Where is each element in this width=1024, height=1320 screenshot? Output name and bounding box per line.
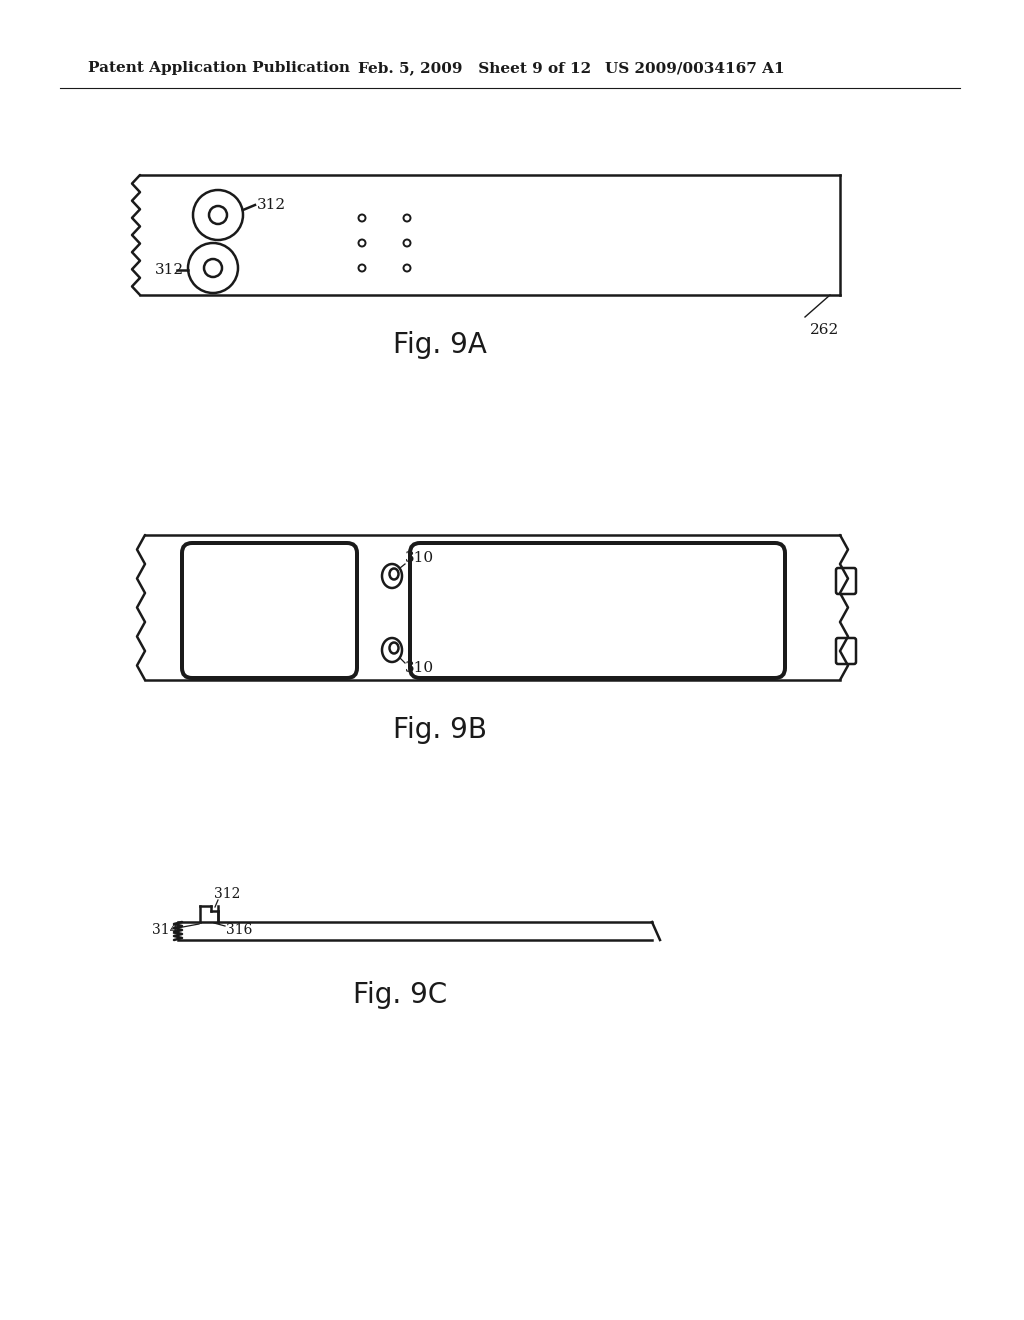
- Text: 310: 310: [406, 661, 434, 675]
- FancyBboxPatch shape: [836, 568, 856, 594]
- Text: US 2009/0034167 A1: US 2009/0034167 A1: [605, 61, 784, 75]
- FancyBboxPatch shape: [410, 543, 785, 678]
- FancyBboxPatch shape: [182, 543, 357, 678]
- Text: Fig. 9A: Fig. 9A: [393, 331, 487, 359]
- Text: Feb. 5, 2009   Sheet 9 of 12: Feb. 5, 2009 Sheet 9 of 12: [358, 61, 591, 75]
- Text: 316: 316: [226, 923, 252, 937]
- Text: 312: 312: [257, 198, 286, 213]
- Text: 312: 312: [214, 887, 241, 902]
- Text: 314: 314: [152, 923, 178, 937]
- Text: 310: 310: [406, 550, 434, 565]
- Text: 312: 312: [155, 263, 184, 277]
- Text: Fig. 9C: Fig. 9C: [353, 981, 447, 1008]
- Text: Patent Application Publication: Patent Application Publication: [88, 61, 350, 75]
- Text: 262: 262: [810, 323, 840, 337]
- Text: Fig. 9B: Fig. 9B: [393, 715, 487, 744]
- FancyBboxPatch shape: [836, 638, 856, 664]
